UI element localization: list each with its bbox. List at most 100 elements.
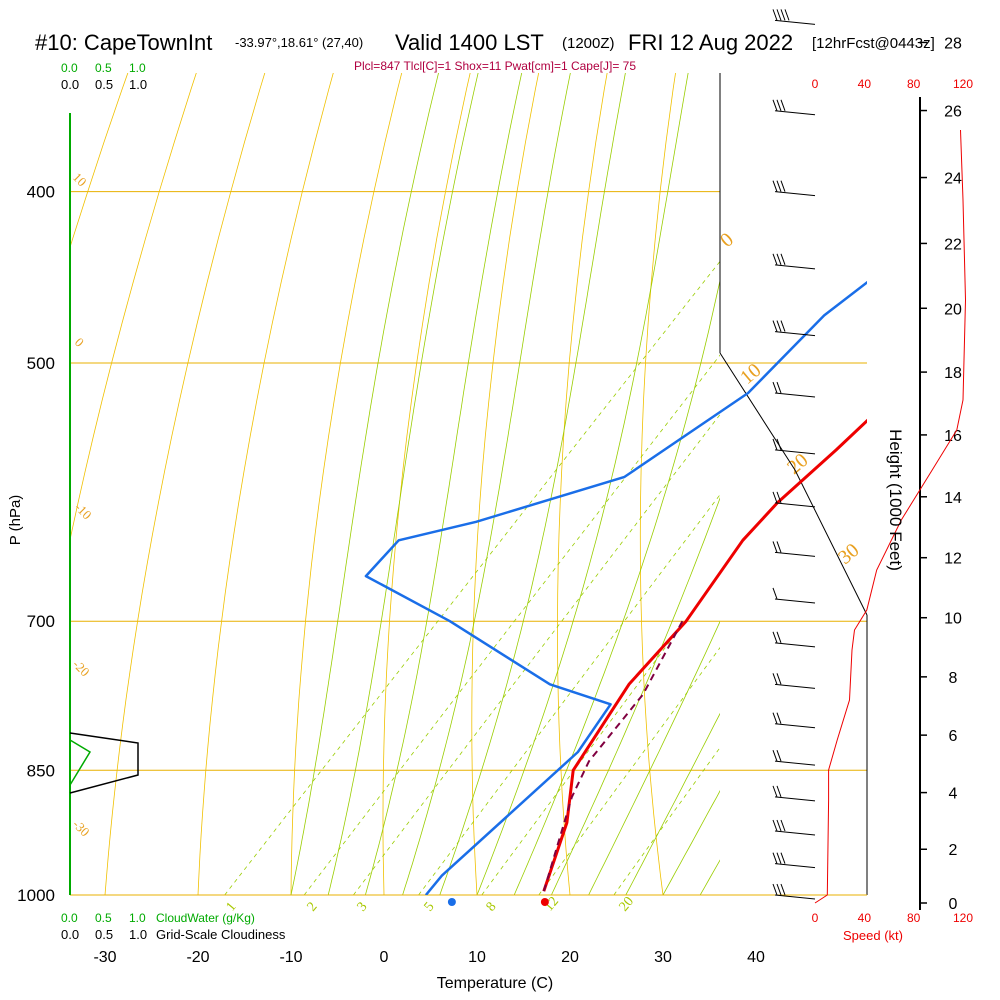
wind-barb bbox=[772, 819, 816, 836]
cloud-scale-green-bottom-2: 1.0 bbox=[129, 911, 146, 925]
barb-staff bbox=[774, 392, 816, 398]
moist-adiabat-label: 0 bbox=[716, 229, 738, 252]
height-ticks: 02468101214161820222426283032 bbox=[920, 35, 962, 913]
dry-adiabat-label: 10 bbox=[70, 170, 90, 190]
speed-tick-bottom-120: 120 bbox=[953, 911, 973, 925]
pressure-tick-700: 700 bbox=[27, 612, 55, 631]
dry-adiabat bbox=[70, 73, 197, 542]
cloud-scale-green-1: 0.5 bbox=[95, 61, 112, 75]
barb-feather bbox=[776, 438, 782, 451]
barb-staff bbox=[774, 264, 816, 270]
moist-adiabat bbox=[625, 712, 720, 895]
speed-tick-bottom-80: 80 bbox=[907, 911, 921, 925]
cloud-scale-black-bottom-1: 0.5 bbox=[95, 927, 113, 942]
barb-staff bbox=[774, 19, 816, 25]
barb-staff bbox=[774, 502, 816, 508]
moist-adiabat bbox=[439, 73, 626, 895]
moist-adiabat bbox=[662, 790, 720, 895]
moist-adiabat bbox=[588, 620, 720, 895]
barb-feather bbox=[776, 541, 782, 553]
moist-adiabat bbox=[365, 73, 523, 895]
tropopause-edge bbox=[719, 352, 868, 616]
barb-feather bbox=[772, 587, 778, 600]
cloudiness-profile bbox=[69, 732, 139, 794]
speed-tick-bottom-40: 40 bbox=[858, 911, 872, 925]
barb-staff bbox=[774, 598, 816, 604]
barb-feather bbox=[780, 320, 786, 332]
moist-adiabat-label: 30 bbox=[834, 539, 863, 569]
zulu-time: (1200Z) bbox=[562, 35, 615, 52]
barb-staff bbox=[774, 110, 816, 116]
barb-feather bbox=[776, 819, 782, 832]
speed-axis-label: Speed (kt) bbox=[843, 928, 903, 943]
wind-barb bbox=[772, 320, 816, 337]
dry-adiabat bbox=[798, 0, 849, 895]
cloud-water-label: CloudWater (g/Kg) bbox=[156, 911, 255, 925]
cloud-scale-green-2: 1.0 bbox=[129, 61, 146, 75]
height-tick-28: 28 bbox=[944, 35, 962, 52]
height-tick-18: 18 bbox=[944, 365, 962, 382]
wind-barb bbox=[772, 541, 816, 557]
mixing-ratio-line bbox=[418, 494, 720, 895]
barb-staff bbox=[774, 449, 816, 455]
temperature-tick--10: -10 bbox=[279, 949, 302, 966]
dry-adiabat bbox=[290, 73, 403, 895]
barb-feather bbox=[776, 883, 782, 896]
barb-feather bbox=[780, 180, 786, 192]
moist-adiabat bbox=[327, 73, 479, 895]
barb-feather bbox=[776, 320, 782, 332]
mixing-ratio-line bbox=[224, 260, 720, 895]
stability-indices: Plcl=847 Tlcl[C]=1 Shox=11 Pwat[cm]=1 Ca… bbox=[354, 59, 636, 73]
dry-adiabat-label: 0 bbox=[72, 335, 87, 350]
barb-feather bbox=[772, 819, 778, 832]
barb-staff bbox=[774, 796, 816, 802]
speed-tick-top-40: 40 bbox=[858, 77, 872, 91]
height-tick-2: 2 bbox=[949, 842, 958, 859]
moist-adiabat-lines bbox=[290, 73, 720, 895]
height-tick-14: 14 bbox=[944, 490, 962, 507]
height-tick-4: 4 bbox=[949, 786, 958, 803]
speed-tick-top-0: 0 bbox=[812, 77, 819, 91]
cloud-scale-black-bottom-0: 0.0 bbox=[61, 927, 79, 942]
height-tick-26: 26 bbox=[944, 104, 962, 121]
dry-adiabat bbox=[104, 73, 266, 895]
barb-feather bbox=[772, 883, 778, 896]
temperature-tick-0: 0 bbox=[380, 949, 389, 966]
height-tick-20: 20 bbox=[944, 301, 962, 318]
barb-staff bbox=[774, 723, 816, 729]
barb-feather bbox=[772, 99, 778, 111]
temperature-tick--20: -20 bbox=[186, 949, 209, 966]
cloud-scale-black-0: 0.0 bbox=[61, 77, 79, 92]
height-axis-label: Height (1000 Feet) bbox=[886, 429, 905, 571]
cloud-scale-top: 0.0 0.5 1.0 0.0 0.5 1.0 bbox=[61, 61, 147, 92]
dry-adiabat bbox=[0, 0, 156, 895]
wind-barb bbox=[772, 673, 816, 689]
barb-feather bbox=[780, 819, 786, 832]
mixing-ratio-line bbox=[613, 746, 720, 895]
temperature-tick-30: 30 bbox=[654, 949, 672, 966]
barb-feather bbox=[772, 631, 778, 644]
dry-adiabat bbox=[873, 0, 942, 895]
barb-feather bbox=[776, 381, 782, 394]
height-tick-12: 12 bbox=[944, 551, 962, 568]
mixing-ratio-line bbox=[303, 354, 720, 895]
mixing-ratio-line bbox=[538, 647, 720, 895]
valid-time: Valid 1400 LST bbox=[395, 30, 544, 55]
barb-feather bbox=[780, 9, 786, 21]
dry-adiabat bbox=[70, 73, 129, 249]
barb-staff bbox=[774, 863, 816, 869]
mixing-ratio-label: 5 bbox=[422, 900, 438, 915]
isobar-lines bbox=[70, 191, 867, 771]
wind-barb bbox=[772, 712, 816, 729]
speed-tick-top-80: 80 bbox=[907, 77, 921, 91]
pressure-tick-400: 400 bbox=[27, 183, 55, 202]
barb-staff bbox=[774, 551, 816, 557]
barb-feather bbox=[784, 9, 790, 21]
mixing-ratio-label: 2 bbox=[305, 900, 321, 915]
moist-adiabat bbox=[476, 73, 689, 895]
barb-feather bbox=[780, 852, 786, 864]
barb-feather bbox=[780, 883, 786, 896]
height-tick-10: 10 bbox=[944, 611, 962, 628]
height-tick-22: 22 bbox=[944, 236, 962, 253]
station-title: #10: CapeTownInt bbox=[35, 30, 212, 55]
